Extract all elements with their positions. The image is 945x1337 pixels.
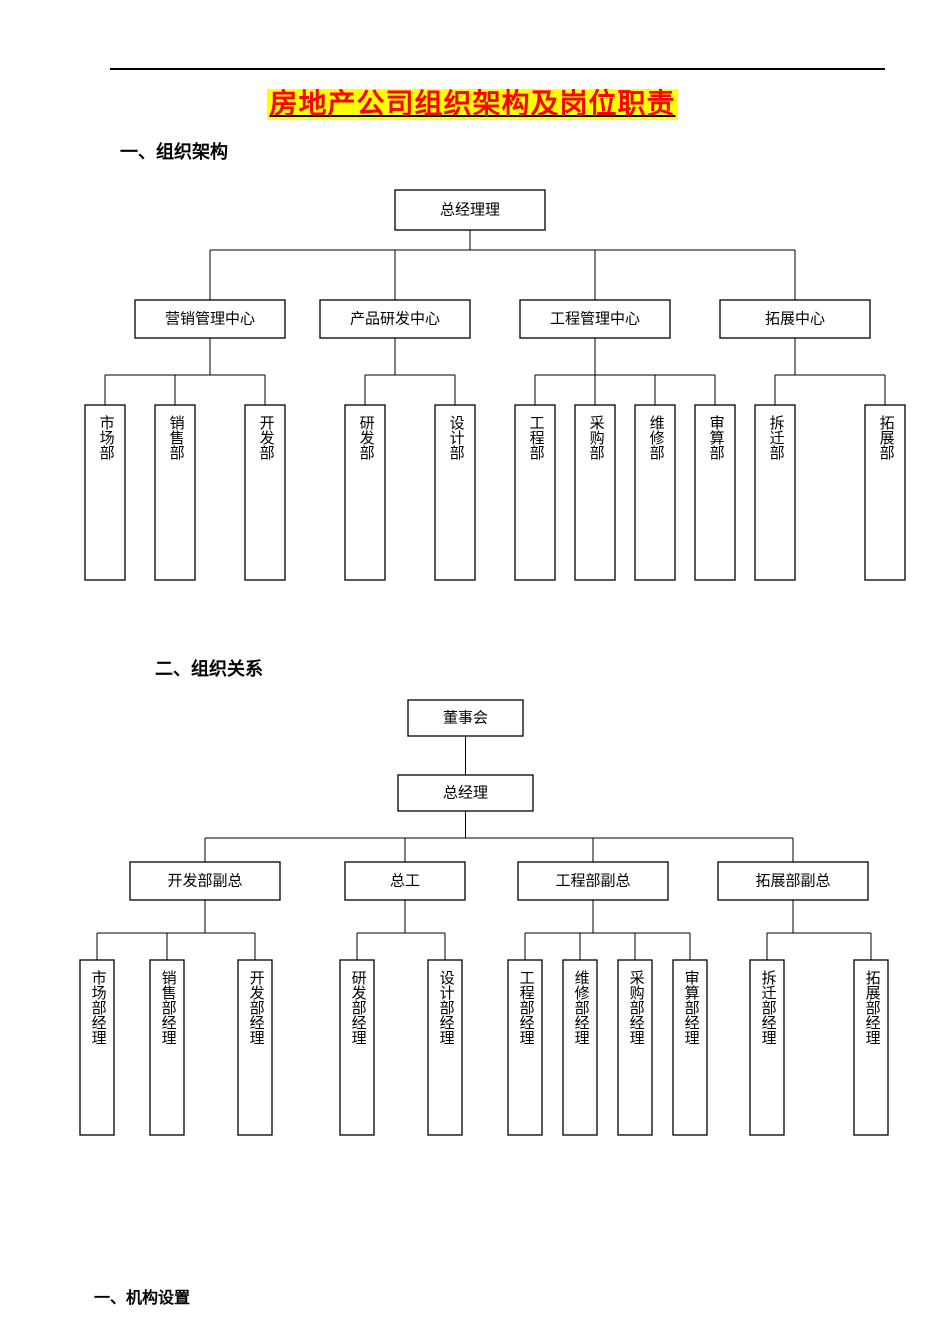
svg-text:董事会: 董事会 bbox=[443, 709, 488, 726]
svg-text:采购部经理: 采购部经理 bbox=[628, 970, 645, 1045]
org-charts-svg: 总经理理营销管理中心产品研发中心工程管理中心拓展中心市场部销售部开发部研发部设计… bbox=[0, 0, 945, 1337]
svg-text:拆迁部: 拆迁部 bbox=[768, 415, 785, 460]
svg-text:工程部副总: 工程部副总 bbox=[555, 872, 630, 889]
svg-text:工程部经理: 工程部经理 bbox=[518, 970, 535, 1045]
svg-text:采购部: 采购部 bbox=[588, 415, 605, 460]
svg-text:设计部: 设计部 bbox=[448, 415, 465, 460]
svg-text:开发部: 开发部 bbox=[258, 415, 275, 460]
svg-text:审算部: 审算部 bbox=[708, 415, 725, 460]
svg-text:总工: 总工 bbox=[390, 872, 420, 889]
svg-text:拓展部经理: 拓展部经理 bbox=[864, 970, 881, 1045]
svg-text:市场部: 市场部 bbox=[98, 415, 115, 460]
svg-text:总经理: 总经理 bbox=[443, 784, 488, 801]
svg-text:总经理理: 总经理理 bbox=[440, 201, 500, 218]
svg-text:维修部经理: 维修部经理 bbox=[573, 970, 590, 1045]
svg-text:销售部经理: 销售部经理 bbox=[160, 970, 177, 1045]
svg-text:拓展部: 拓展部 bbox=[878, 415, 895, 460]
svg-text:拆迁部经理: 拆迁部经理 bbox=[760, 970, 777, 1045]
svg-text:开发部经理: 开发部经理 bbox=[248, 970, 265, 1045]
svg-text:研发部: 研发部 bbox=[358, 415, 375, 460]
svg-text:产品研发中心: 产品研发中心 bbox=[350, 310, 440, 327]
svg-text:开发部副总: 开发部副总 bbox=[167, 872, 242, 889]
svg-text:设计部经理: 设计部经理 bbox=[438, 970, 455, 1045]
svg-text:拓展中心: 拓展中心 bbox=[765, 310, 825, 327]
svg-text:维修部: 维修部 bbox=[648, 415, 665, 460]
svg-text:营销管理中心: 营销管理中心 bbox=[165, 310, 255, 327]
svg-text:审算部经理: 审算部经理 bbox=[683, 970, 700, 1045]
svg-text:市场部经理: 市场部经理 bbox=[90, 970, 107, 1045]
svg-text:拓展部副总: 拓展部副总 bbox=[755, 872, 830, 889]
svg-text:研发部经理: 研发部经理 bbox=[350, 970, 367, 1045]
svg-text:工程部: 工程部 bbox=[528, 415, 545, 460]
svg-text:工程管理中心: 工程管理中心 bbox=[550, 310, 640, 327]
svg-text:销售部: 销售部 bbox=[168, 415, 185, 460]
